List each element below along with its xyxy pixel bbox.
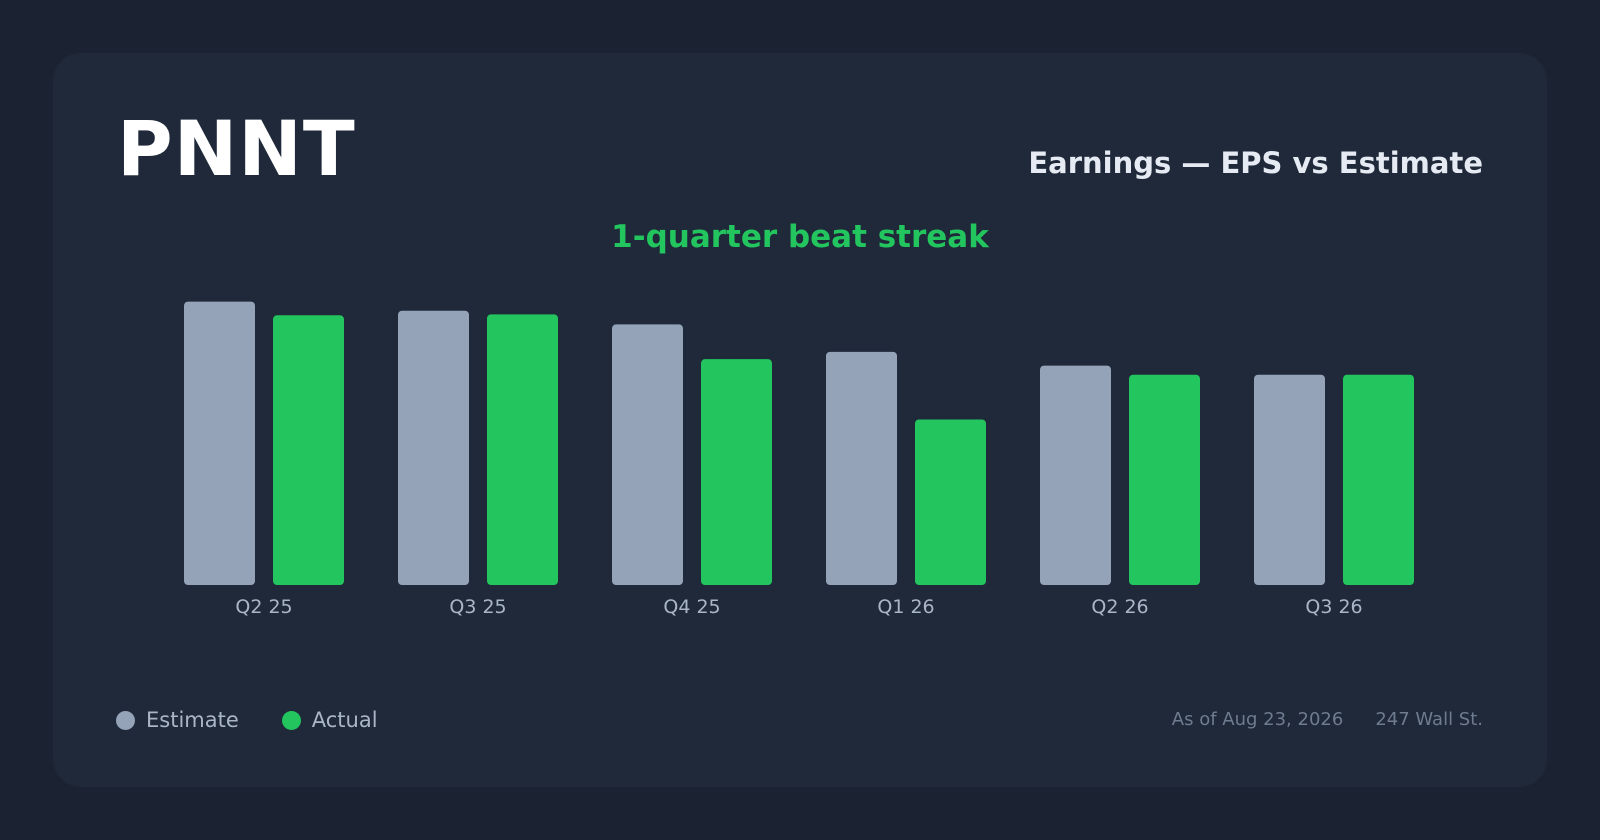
legend-label-actual: Actual — [311, 708, 378, 732]
x-tick-label: Q2 26 — [1091, 596, 1148, 618]
actual-bar-q2-25 — [273, 315, 344, 585]
estimate-bar-q2-25 — [184, 301, 255, 585]
actual-swatch — [281, 710, 301, 730]
x-tick-label: Q1 26 — [877, 596, 934, 618]
actual-bar-q3-25 — [487, 314, 558, 585]
actual-bar-q1-26 — [915, 419, 986, 585]
estimate-bar-q3-26 — [1254, 374, 1325, 585]
legend-item-actual: Actual — [281, 708, 378, 732]
actual-bar-q4-25 — [701, 359, 772, 585]
estimate-bar-q4-25 — [612, 324, 683, 585]
chart-title: Earnings — EPS vs Estimate — [1028, 146, 1483, 180]
as-of-date: As of Aug 23, 2026 — [1171, 709, 1344, 730]
legend-label-estimate: Estimate — [146, 708, 239, 732]
source-label: 247 Wall St. — [1375, 709, 1483, 730]
actual-bar-q2-26 — [1129, 374, 1200, 585]
actual-bar-q3-26 — [1343, 374, 1414, 585]
legend: Estimate Actual — [116, 708, 421, 732]
x-tick-label: Q3 25 — [449, 596, 506, 618]
estimate-bar-q2-26 — [1040, 365, 1111, 585]
legend-item-estimate: Estimate — [116, 708, 239, 732]
estimate-swatch — [116, 710, 135, 730]
x-tick-label: Q3 26 — [1305, 596, 1362, 618]
chart-card: PNNT Earnings — EPS vs Estimate 1-quarte… — [53, 53, 1547, 787]
bar-chart: Q2 25 Q3 25 Q4 25 Q1 26 Q2 26 Q3 26 — [184, 301, 1414, 618]
estimate-bar-q1-26 — [826, 351, 897, 585]
footer: As of Aug 23, 2026 247 Wall St. — [1172, 709, 1483, 730]
estimate-bar-q3-25 — [398, 310, 469, 585]
x-tick-label: Q4 25 — [663, 596, 720, 618]
ticker-symbol: PNNT — [117, 104, 356, 193]
x-tick-label: Q2 25 — [235, 596, 292, 618]
beat-streak-label: 1-quarter beat streak — [611, 219, 989, 255]
